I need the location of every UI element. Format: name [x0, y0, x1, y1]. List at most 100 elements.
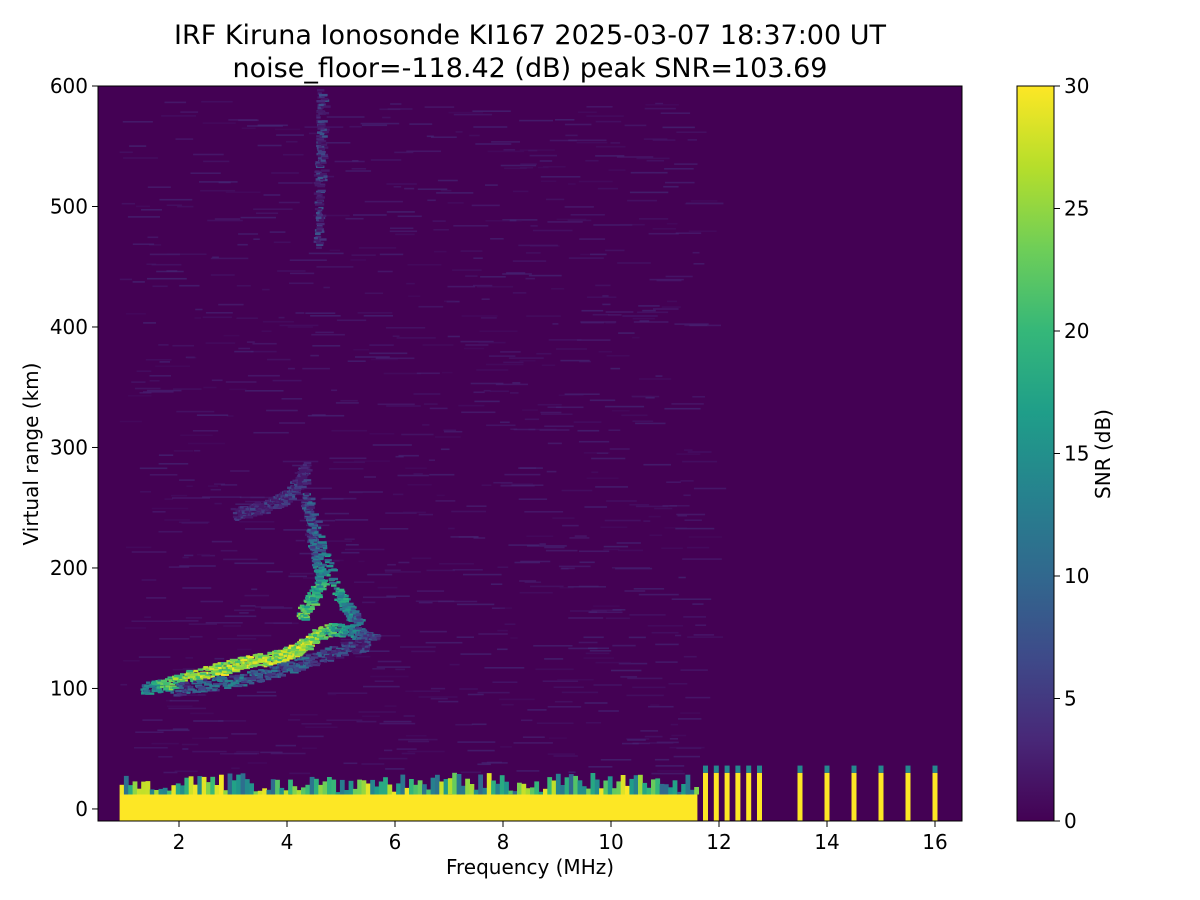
echo-cell — [314, 531, 318, 534]
noise-cell — [453, 225, 489, 227]
echo-cell — [294, 669, 301, 672]
noise-cell — [610, 142, 621, 144]
echo-cell — [178, 693, 187, 696]
echo-cell — [321, 156, 329, 160]
noise-cell — [595, 661, 632, 664]
noise-cell — [652, 139, 676, 141]
noise-cell — [543, 166, 566, 168]
echo-cell — [199, 672, 207, 675]
echo-cell — [186, 674, 193, 677]
noise-cell — [689, 324, 721, 327]
noise-cell — [627, 199, 657, 202]
noise-cell — [683, 494, 691, 497]
x-tick-label: 2 — [173, 830, 186, 854]
noise-cell — [427, 199, 436, 202]
noise-cell — [326, 116, 365, 118]
noise-cell — [384, 571, 421, 573]
noise-cell — [237, 648, 252, 651]
noise-cell — [473, 391, 485, 394]
echo-cell — [312, 566, 317, 569]
noise-cell — [134, 387, 161, 390]
noise-cell — [398, 561, 410, 564]
echo-cell — [319, 135, 328, 138]
plot-area — [97, 85, 963, 822]
noise-cell — [370, 675, 409, 678]
echo-cell — [168, 687, 174, 691]
ground-clutter-fringe — [651, 779, 656, 795]
noise-cell — [619, 223, 645, 226]
noise-cell — [182, 587, 212, 589]
echo-cell — [202, 675, 207, 679]
noise-cell — [141, 579, 157, 581]
echo-cell — [310, 598, 316, 601]
noise-cell — [556, 218, 587, 221]
echo-cell — [355, 633, 364, 637]
noise-cell — [223, 625, 242, 627]
echo-cell — [300, 663, 303, 666]
echo-cell — [240, 664, 245, 667]
echo-cell — [317, 151, 326, 154]
noise-cell — [239, 521, 275, 523]
ground-clutter-fringe — [681, 784, 686, 795]
noise-cell — [639, 218, 669, 220]
noise-cell — [349, 491, 383, 493]
noise-cell — [396, 748, 417, 750]
echo-cell — [148, 685, 156, 688]
echo-cell — [308, 633, 313, 636]
noise-cell — [247, 374, 280, 377]
noise-cell — [487, 150, 525, 153]
noise-cell — [529, 154, 557, 157]
ground-clutter-fringe — [231, 780, 237, 795]
echo-cell — [316, 211, 320, 215]
noise-cell — [676, 453, 701, 455]
noise-cell — [312, 345, 341, 347]
noise-cell — [407, 263, 442, 266]
noise-cell — [624, 590, 646, 592]
noise-cell — [189, 635, 203, 638]
noise-cell — [612, 644, 636, 647]
noise-cell — [369, 433, 395, 435]
echo-cell — [257, 675, 263, 678]
ground-clutter-fringe — [625, 785, 630, 795]
noise-cell — [164, 101, 187, 104]
echo-cell — [276, 673, 282, 676]
noise-cell — [416, 590, 445, 592]
ground-clutter-fringe — [357, 779, 362, 795]
echo-cell — [317, 107, 323, 110]
echo-cell — [159, 690, 164, 693]
ground-clutter-fringe — [672, 780, 678, 795]
noise-cell — [666, 223, 678, 225]
noise-cell — [408, 740, 430, 743]
noise-cell — [287, 719, 301, 721]
noise-cell — [335, 519, 369, 521]
echo-cell — [315, 587, 323, 591]
echo-cell — [320, 159, 326, 162]
noise-cell — [351, 254, 376, 256]
echo-cell — [349, 613, 354, 617]
echo-cell — [322, 140, 327, 143]
noise-cell — [512, 292, 527, 294]
echo-cell — [302, 507, 310, 510]
noise-cell — [626, 694, 664, 697]
noise-cell — [629, 504, 650, 506]
noise-cell — [593, 605, 620, 607]
echo-cell — [272, 666, 278, 670]
noise-cell — [159, 198, 193, 201]
noise-cell — [589, 399, 616, 402]
echo-cell — [350, 635, 356, 638]
noise-cell — [478, 633, 508, 635]
noise-cell — [237, 694, 277, 697]
noise-cell — [535, 668, 574, 671]
noise-cell — [271, 172, 299, 174]
chart-title-line1: IRF Kiruna Ionosonde KI167 2025-03-07 18… — [174, 20, 887, 51]
noise-cell — [202, 316, 232, 319]
echo-cell — [203, 666, 209, 669]
noise-cell — [693, 487, 727, 490]
noise-cell — [350, 259, 366, 261]
echo-cell — [297, 482, 302, 485]
noise-cell — [329, 249, 341, 252]
echo-cell — [317, 526, 322, 529]
ground-clutter-fringe — [361, 780, 367, 795]
noise-cell — [250, 496, 284, 499]
noise-cell — [315, 331, 334, 334]
